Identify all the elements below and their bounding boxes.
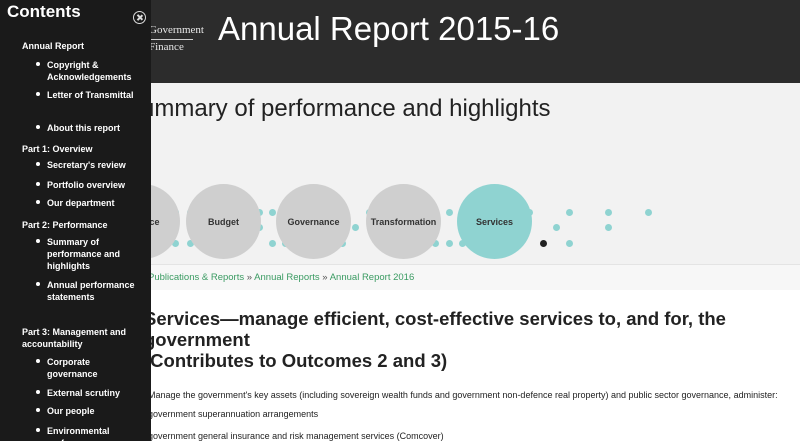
- sidebar-item-label: Environmental performance: [47, 426, 110, 441]
- sidebar-item-our-department[interactable]: Our department: [36, 197, 143, 209]
- page-heading: Services—manage efficient, cost-effectiv…: [144, 308, 794, 371]
- bullet-icon: [36, 428, 40, 432]
- page-heading-line-2: (Contributes to Outcomes 2 and 3): [144, 350, 448, 371]
- bullet-icon: [36, 408, 40, 412]
- breadcrumb-trail: Publications & Reports » Annual Reports …: [148, 272, 414, 283]
- sidebar-item-about[interactable]: About this report: [36, 122, 143, 134]
- bullet-icon: [36, 62, 40, 66]
- department-logo[interactable]: Government Finance: [148, 23, 204, 55]
- highlight-dot[interactable]: [432, 240, 439, 247]
- sidebar-item-label: Letter of Transmittal: [47, 90, 134, 100]
- breadcrumb-annual-reports[interactable]: Annual Reports: [254, 272, 320, 283]
- bullet-icon: [36, 390, 40, 394]
- bullet-icon: [36, 282, 40, 286]
- category-governance[interactable]: Governance: [276, 184, 351, 259]
- highlight-dot[interactable]: [605, 224, 612, 231]
- page-heading-line-1: Services—manage efficient, cost-effectiv…: [144, 308, 726, 350]
- sidebar-item-label: Corporate governance: [47, 357, 98, 379]
- logo-rule: [149, 39, 193, 40]
- sidebar-item-summary[interactable]: Summary of performance and highlights: [36, 236, 143, 272]
- sidebar-section-management[interactable]: Part 3: Management and accountability: [22, 327, 127, 349]
- sidebar-item-label: Our department: [47, 198, 115, 208]
- sidebar-item-letter-of-transmittal[interactable]: Letter of Transmittal: [36, 89, 143, 101]
- sidebar-item-label: Summary of performance and highlights: [47, 237, 121, 271]
- category-budget-label: Budget: [208, 216, 239, 227]
- close-icon[interactable]: [133, 11, 146, 24]
- sidebar-item-our-people[interactable]: Our people: [36, 405, 143, 417]
- highlight-dot[interactable]: [553, 224, 560, 231]
- breadcrumb-separator: »: [322, 272, 328, 283]
- breadcrumb-current[interactable]: Annual Report 2016: [329, 272, 415, 283]
- bullet-icon: [36, 359, 40, 363]
- bullet-superannuation: government superannuation arrangements: [148, 409, 319, 419]
- highlight-dot[interactable]: [446, 209, 453, 216]
- category-transformation[interactable]: Transformation: [366, 184, 441, 259]
- sidebar-item-label: Our people: [47, 406, 95, 416]
- bullet-icon: [36, 92, 40, 96]
- sidebar-title: Contents: [7, 2, 81, 21]
- category-governance-label: Governance: [287, 216, 340, 227]
- sidebar-section-overview[interactable]: Part 1: Overview: [22, 144, 93, 154]
- bullet-icon: [36, 239, 40, 243]
- highlight-dot[interactable]: [566, 209, 573, 216]
- sidebar-item-label: About this report: [47, 123, 120, 133]
- sidebar-item-secretarys-review[interactable]: Secretary's review: [36, 159, 143, 171]
- breadcrumb-publications[interactable]: Publications & Reports: [148, 272, 245, 283]
- category-transformation-label: Transformation: [370, 216, 437, 227]
- highlight-dot[interactable]: [459, 240, 466, 247]
- highlight-dot[interactable]: [269, 240, 276, 247]
- bullet-icon: [36, 182, 40, 186]
- bullet-comcover: government general insurance and risk ma…: [148, 431, 444, 441]
- sidebar-item-label: Annual performance statements: [47, 280, 135, 302]
- highlight-dot[interactable]: [605, 209, 612, 216]
- sidebar-item-copyright[interactable]: Copyright & Acknowledgements: [36, 59, 143, 83]
- sidebar-item-performance-statements[interactable]: Annual performance statements: [36, 279, 143, 303]
- sidebar-item-external-scrutiny[interactable]: External scrutiny: [36, 387, 143, 399]
- intro-text: Manage the government's key assets (incl…: [148, 390, 778, 400]
- bullet-icon: [36, 200, 40, 204]
- highlight-dot[interactable]: [566, 240, 573, 247]
- sidebar-item-environmental[interactable]: Environmental performance: [36, 425, 143, 441]
- category-budget[interactable]: Budget: [186, 184, 261, 259]
- highlight-dot[interactable]: [446, 240, 453, 247]
- highlight-dot[interactable]: [645, 209, 652, 216]
- highlight-dot[interactable]: [540, 240, 547, 247]
- sidebar-item-label: Copyright & Acknowledgements: [47, 60, 132, 82]
- logo-line-2: Finance: [149, 41, 184, 53]
- sidebar-section-annual-report[interactable]: Annual Report: [22, 41, 84, 51]
- summary-title: Summary of performance and highlights: [125, 95, 551, 122]
- logo-line-1: Government: [149, 24, 204, 36]
- sidebar-item-label: Secretary's review: [47, 160, 126, 170]
- site-title: Annual Report 2015-16: [218, 10, 560, 47]
- highlight-dot[interactable]: [187, 240, 194, 247]
- bullet-icon: [36, 162, 40, 166]
- highlight-dot[interactable]: [172, 240, 179, 247]
- highlight-dot[interactable]: [352, 224, 359, 231]
- category-services-label: Services: [475, 216, 514, 227]
- highlight-dot[interactable]: [269, 209, 276, 216]
- sidebar-item-label: External scrutiny: [47, 388, 121, 398]
- sidebar-section-performance[interactable]: Part 2: Performance: [22, 220, 108, 230]
- sidebar-item-corporate-governance[interactable]: Corporate governance: [36, 356, 143, 380]
- sidebar-item-portfolio-overview[interactable]: Portfolio overview: [36, 179, 143, 191]
- breadcrumb-separator: »: [246, 272, 253, 283]
- sidebar-item-label: Portfolio overview: [47, 180, 126, 190]
- contents-sidebar: Contents Annual Report Copyright & Ackno…: [0, 0, 151, 441]
- bullet-icon: [36, 125, 40, 129]
- category-services[interactable]: Services: [457, 184, 532, 259]
